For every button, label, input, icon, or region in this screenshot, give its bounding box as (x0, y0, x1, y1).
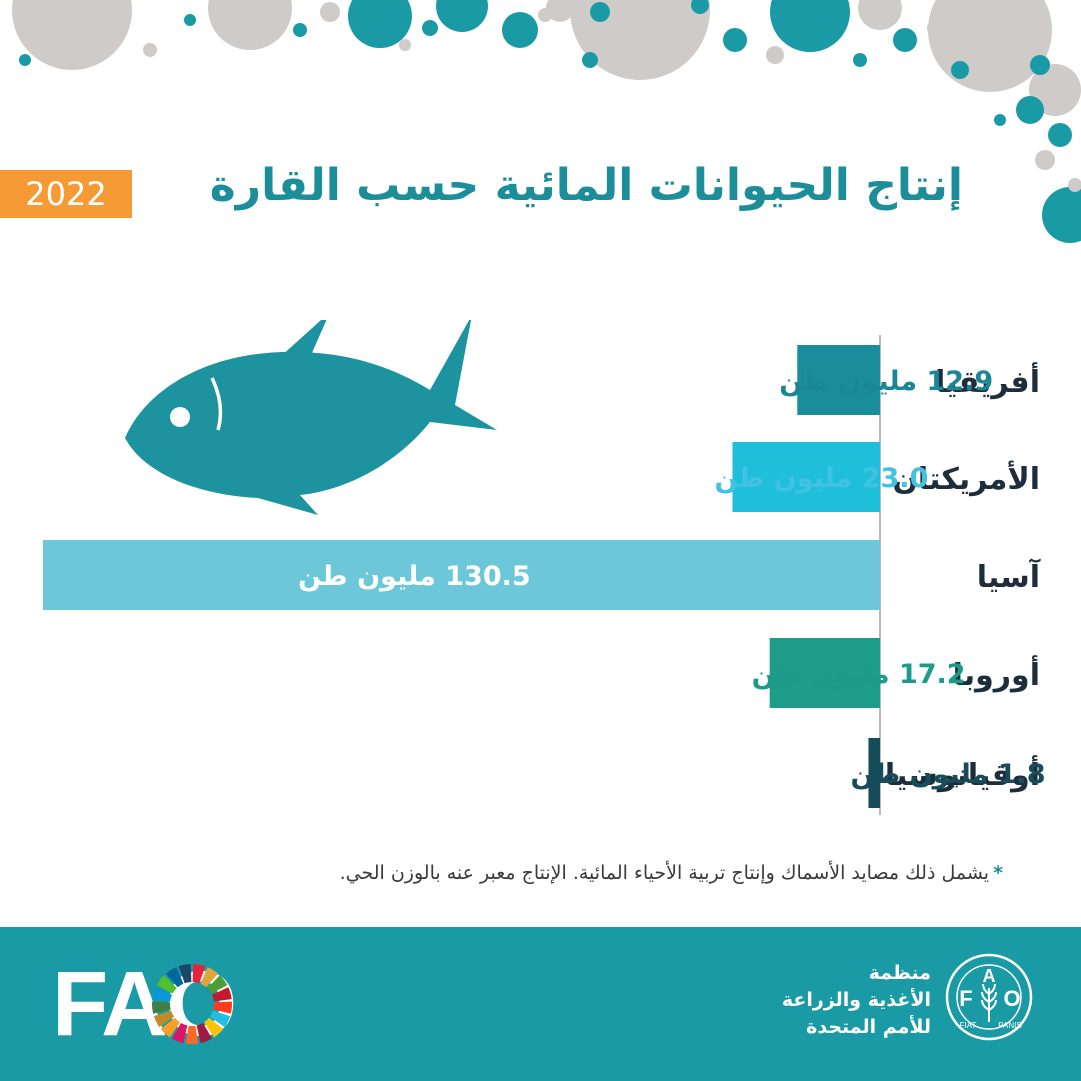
bar-3 (769, 638, 880, 708)
page-title: إنتاج الحيوانات المائية حسب القارة (209, 160, 963, 211)
footnote-text: يشمل ذلك مصايد الأسماك وإنتاج تربية الأح… (339, 862, 990, 884)
decor-circle-9 (893, 28, 917, 52)
sdg-segment-16 (178, 964, 192, 984)
decor-circle-19 (723, 28, 747, 52)
decor-circle-22 (590, 2, 610, 22)
decor-circle-17 (951, 61, 969, 79)
decor-circle-20 (766, 46, 784, 64)
decor-circle-4 (502, 12, 538, 48)
sdg-segment-1 (200, 967, 219, 988)
decor-circle-11 (1029, 64, 1081, 116)
decor-circle-33 (538, 8, 552, 22)
year-badge: 2022 (0, 170, 132, 218)
sdg-segment-10 (160, 1017, 180, 1038)
fao-emblem-icon: F A O FIAT PANIS (945, 953, 1033, 1041)
decor-circle-0 (12, 0, 132, 70)
decor-circle-30 (853, 53, 867, 67)
decor-circle-26 (399, 39, 411, 51)
value-label-4: 1.8 مليون طن (850, 759, 1045, 790)
footnote: *يشمل ذلك مصايد الأسماك وإنتاج تربية الأ… (340, 862, 1003, 884)
value-label-3: 17.2 مليون طن (752, 659, 966, 690)
sdg-segment-8 (185, 1025, 199, 1044)
value-label-2: 130.5 مليون طن (298, 561, 531, 592)
org-name-line-1: منظمة (868, 962, 931, 984)
sdg-segment-2 (207, 975, 228, 994)
sdg-segment-13 (152, 987, 173, 1002)
decor-circle-13 (1048, 123, 1072, 147)
organization-name: منظمة الأغذية والزراعة للأمم المتحدة (782, 960, 931, 1041)
decor-circle-31 (994, 114, 1006, 126)
org-name-line-3: للأمم المتحدة (806, 1016, 931, 1038)
decor-circle-34 (691, 0, 709, 14)
decor-circle-7 (770, 0, 850, 52)
sdg-segment-9 (171, 1023, 188, 1044)
sdg-segment-7 (196, 1023, 213, 1044)
decor-circle-29 (184, 14, 196, 26)
decor-circle-21 (582, 52, 598, 68)
decor-circle-27 (19, 54, 31, 66)
bar-4 (868, 738, 880, 808)
bar-2 (43, 540, 880, 610)
decor-circle-14 (1035, 150, 1055, 170)
decor-circle-3 (436, 0, 488, 32)
footnote-star: * (993, 862, 1003, 884)
sdg-segment-14 (156, 975, 177, 994)
sdg-segment-6 (204, 1017, 224, 1038)
sdg-segment-11 (153, 1010, 175, 1028)
wheat-stalk (981, 983, 997, 1022)
decor-circle-15 (1042, 187, 1081, 243)
decor-circle-10 (928, 0, 1052, 92)
fish-illustration (125, 320, 497, 515)
category-label-0: أفريقيا (935, 362, 1040, 400)
emblem-motto-right: PANIS (998, 1021, 1021, 1030)
emblem-motto-left: FIAT (960, 1021, 977, 1030)
sdg-segment-12 (152, 1001, 171, 1014)
decor-circle-1 (208, 0, 292, 50)
value-label-0: 12.9 مليون طن (779, 366, 993, 397)
sdg-segment-5 (209, 1010, 231, 1028)
category-label-1: الأمريكتان (892, 460, 1040, 497)
sdg-segment-4 (213, 1001, 232, 1014)
decor-circle-6 (570, 0, 710, 80)
decor-circle-5 (546, 0, 574, 22)
emblem-letter-a: A (983, 966, 996, 986)
sdg-segment-0 (192, 964, 206, 984)
decor-circle-8 (858, 0, 902, 30)
category-label-4: أوقيانوسيا (885, 755, 1040, 793)
emblem-letter-f: F (959, 986, 972, 1011)
emblem-letter-o: O (1003, 986, 1020, 1011)
decor-circle-28 (143, 43, 157, 57)
decorative-circles (12, 0, 1081, 243)
org-name-line-2: الأغذية والزراعة (781, 989, 931, 1011)
sdg-wheel-icon (152, 964, 232, 1044)
decor-circle-18 (927, 20, 943, 36)
decor-circle-32 (1068, 178, 1081, 192)
value-label-1: 23.0 مليون طن (714, 463, 928, 494)
bar-0 (797, 345, 880, 415)
decor-circle-25 (422, 20, 438, 36)
footer-bar (0, 927, 1081, 1081)
category-label-2: آسيا (977, 558, 1041, 595)
decor-circle-23 (320, 2, 340, 22)
sdg-segment-15 (165, 967, 184, 988)
decor-circle-2 (348, 0, 412, 48)
bar-1 (732, 442, 880, 512)
decor-circle-16 (1030, 55, 1050, 75)
decor-circle-24 (293, 23, 307, 37)
category-label-3: أوروبا (953, 655, 1040, 693)
decor-circle-12 (1016, 96, 1044, 124)
sdg-segment-3 (211, 987, 232, 1002)
